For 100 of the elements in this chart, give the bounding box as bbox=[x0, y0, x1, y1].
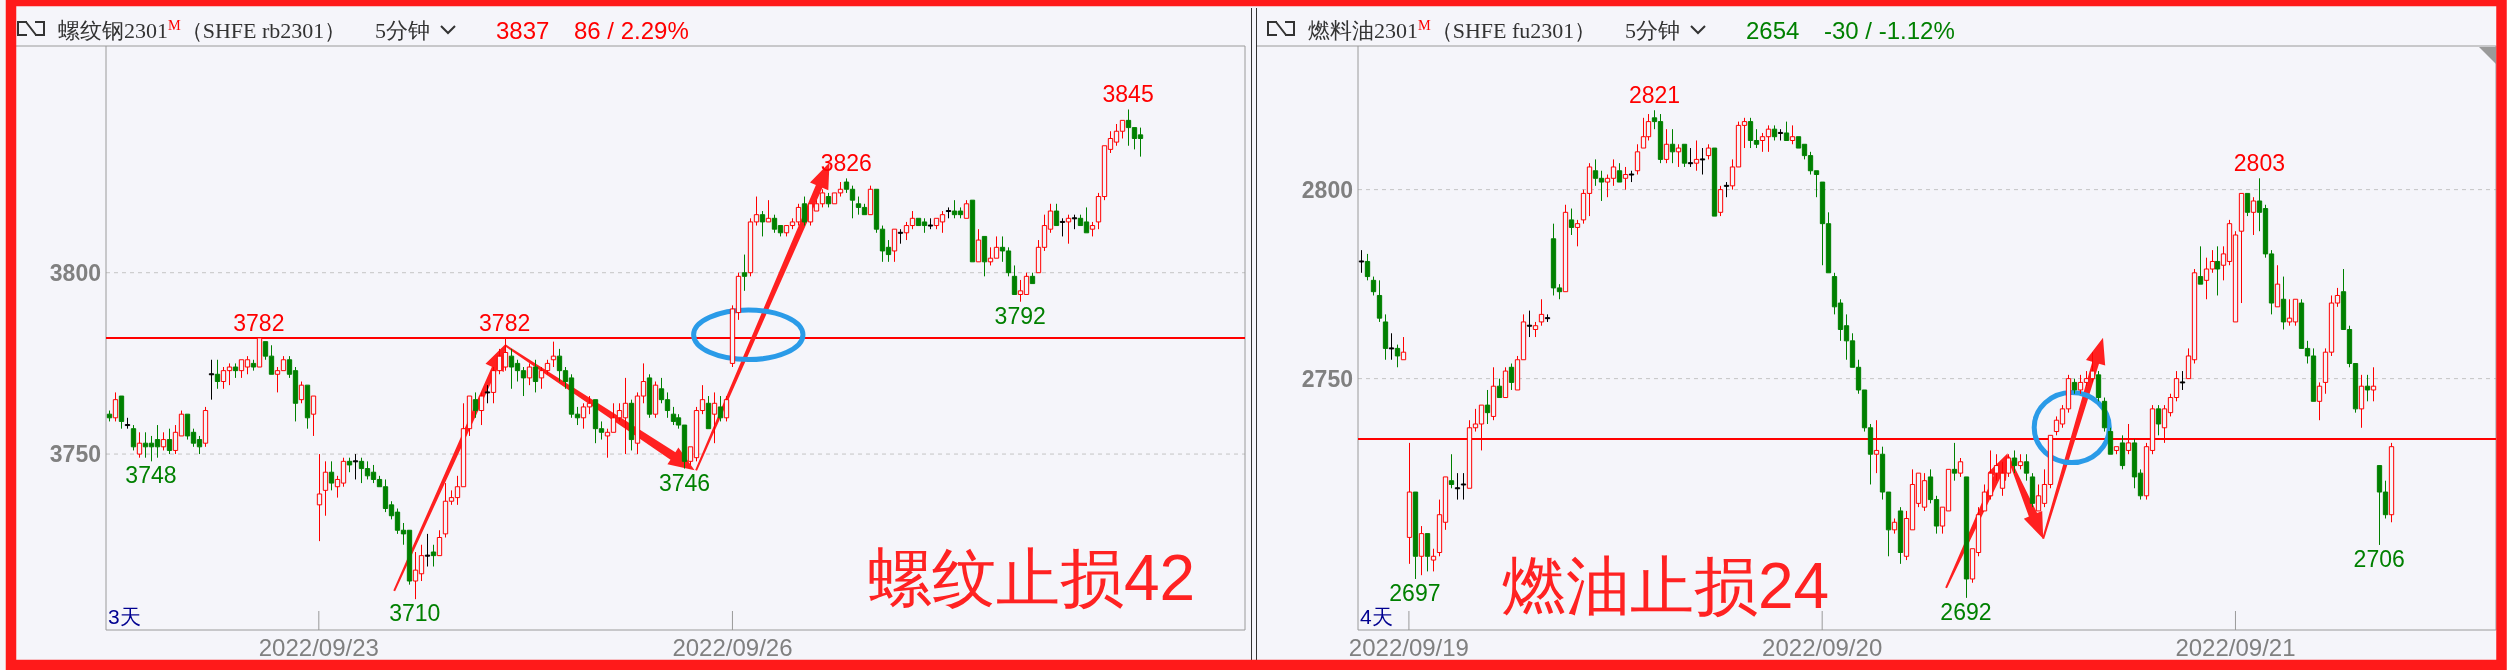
candlestick bbox=[1508, 363, 1515, 391]
candlestick bbox=[1412, 491, 1419, 580]
candlestick bbox=[1622, 166, 1629, 191]
candlestick bbox=[430, 544, 437, 568]
candlestick bbox=[646, 373, 653, 419]
candlestick bbox=[2155, 404, 2162, 436]
candlestick bbox=[825, 192, 832, 208]
candlestick bbox=[322, 460, 329, 517]
candlestick bbox=[166, 428, 173, 455]
text: -30 / -1.12% bbox=[1824, 17, 1955, 44]
x-tick-label: 2022/09/26 bbox=[672, 634, 793, 661]
annotation: 3792 bbox=[994, 302, 1046, 329]
candlestick bbox=[1723, 181, 1730, 198]
candlestick bbox=[1717, 185, 1724, 217]
candlestick bbox=[1376, 279, 1383, 323]
candlestick bbox=[1406, 442, 1413, 565]
candlestick bbox=[124, 417, 131, 430]
annotation: 3782 bbox=[233, 310, 285, 336]
x-tick-label: 2022/09/23 bbox=[258, 634, 379, 661]
candlestick bbox=[801, 196, 808, 227]
annotation: 燃油止损24 bbox=[1501, 549, 1830, 622]
candlestick bbox=[717, 395, 724, 422]
x-tick-label: 2022/09/21 bbox=[2175, 634, 2296, 661]
candlestick bbox=[136, 431, 143, 459]
chart-subtitle: 5分钟 bbox=[375, 18, 430, 43]
candlestick bbox=[328, 460, 335, 491]
candlestick bbox=[1634, 143, 1641, 176]
candlestick bbox=[1771, 124, 1778, 141]
candlestick bbox=[2179, 370, 2186, 391]
annotation: 2697 bbox=[1389, 579, 1441, 606]
candlestick bbox=[316, 453, 323, 542]
candlestick bbox=[1011, 264, 1018, 295]
candlestick bbox=[130, 424, 137, 451]
candlestick bbox=[1526, 310, 1533, 338]
candlestick bbox=[1711, 147, 1718, 217]
candlestick bbox=[160, 431, 167, 451]
chart-title: 螺纹钢2301$^{M}$（SHFE rb2301） bbox=[58, 17, 347, 43]
annotation: 3710 bbox=[389, 600, 441, 627]
candlestick bbox=[2244, 192, 2251, 217]
candlestick bbox=[867, 185, 874, 216]
candlestick bbox=[1059, 217, 1066, 237]
annotation: 3746 bbox=[658, 469, 711, 496]
candlestick bbox=[1400, 336, 1407, 361]
candlestick bbox=[2316, 381, 2323, 421]
candlestick bbox=[1358, 249, 1365, 274]
candlestick bbox=[2197, 245, 2204, 285]
candlestick bbox=[1951, 442, 1958, 482]
candlestick bbox=[1699, 147, 1706, 176]
annotation: 3782 bbox=[479, 310, 531, 336]
candlestick bbox=[759, 210, 766, 237]
chart-subtitle: 5分钟 bbox=[1625, 18, 1680, 43]
candlestick bbox=[1640, 117, 1647, 149]
candlestick bbox=[1460, 472, 1467, 501]
annotation: 2706 bbox=[2353, 545, 2405, 572]
candlestick bbox=[1430, 548, 1437, 572]
candlestick bbox=[550, 341, 557, 368]
candlestick bbox=[2214, 245, 2221, 296]
annotation: 4天 bbox=[1360, 605, 1393, 628]
candlestick bbox=[652, 381, 659, 419]
candlestick bbox=[1490, 366, 1497, 421]
annotation: 3天 bbox=[108, 605, 141, 628]
annotation: 螺纹止损42 bbox=[867, 542, 1196, 615]
candlestick bbox=[208, 359, 215, 401]
candlestick bbox=[1388, 332, 1395, 361]
candlestick bbox=[1562, 204, 1569, 293]
candlestick bbox=[1053, 203, 1060, 227]
candlestick bbox=[741, 254, 748, 292]
candlestick bbox=[1538, 298, 1545, 327]
x-tick-label: 2022/09/19 bbox=[1348, 634, 1469, 661]
y-tick-label: 2800 bbox=[1301, 176, 1353, 203]
candlestick bbox=[2071, 378, 2078, 395]
candlestick bbox=[1544, 313, 1551, 323]
candlestick bbox=[1777, 128, 1784, 141]
text: 86 / 2.29% bbox=[574, 17, 689, 44]
candlestick bbox=[981, 235, 988, 277]
candlestick bbox=[1574, 219, 1581, 247]
candlestick bbox=[1089, 221, 1096, 237]
candlestick bbox=[2095, 370, 2102, 402]
annotation: 2803 bbox=[2233, 150, 2285, 177]
candlestick bbox=[2017, 453, 2024, 470]
candlestick bbox=[472, 391, 479, 419]
candlestick bbox=[1071, 214, 1078, 230]
candlestick bbox=[106, 410, 113, 422]
candlestick bbox=[478, 391, 485, 426]
candlestick bbox=[1065, 214, 1072, 245]
candlestick bbox=[346, 457, 353, 473]
candlestick bbox=[1891, 517, 1898, 535]
candlestick bbox=[1681, 143, 1688, 168]
candlestick bbox=[1424, 533, 1431, 572]
candlestick bbox=[945, 206, 952, 219]
candlestick bbox=[1957, 457, 1964, 478]
candlestick bbox=[1675, 143, 1682, 168]
candlestick bbox=[232, 362, 239, 379]
candlestick bbox=[1496, 378, 1503, 399]
candlestick bbox=[1628, 170, 1635, 183]
candlestick bbox=[963, 199, 970, 219]
candlestick bbox=[1484, 389, 1491, 425]
candlestick bbox=[2274, 264, 2281, 308]
candlestick bbox=[2023, 453, 2030, 482]
candlestick bbox=[2119, 434, 2126, 470]
